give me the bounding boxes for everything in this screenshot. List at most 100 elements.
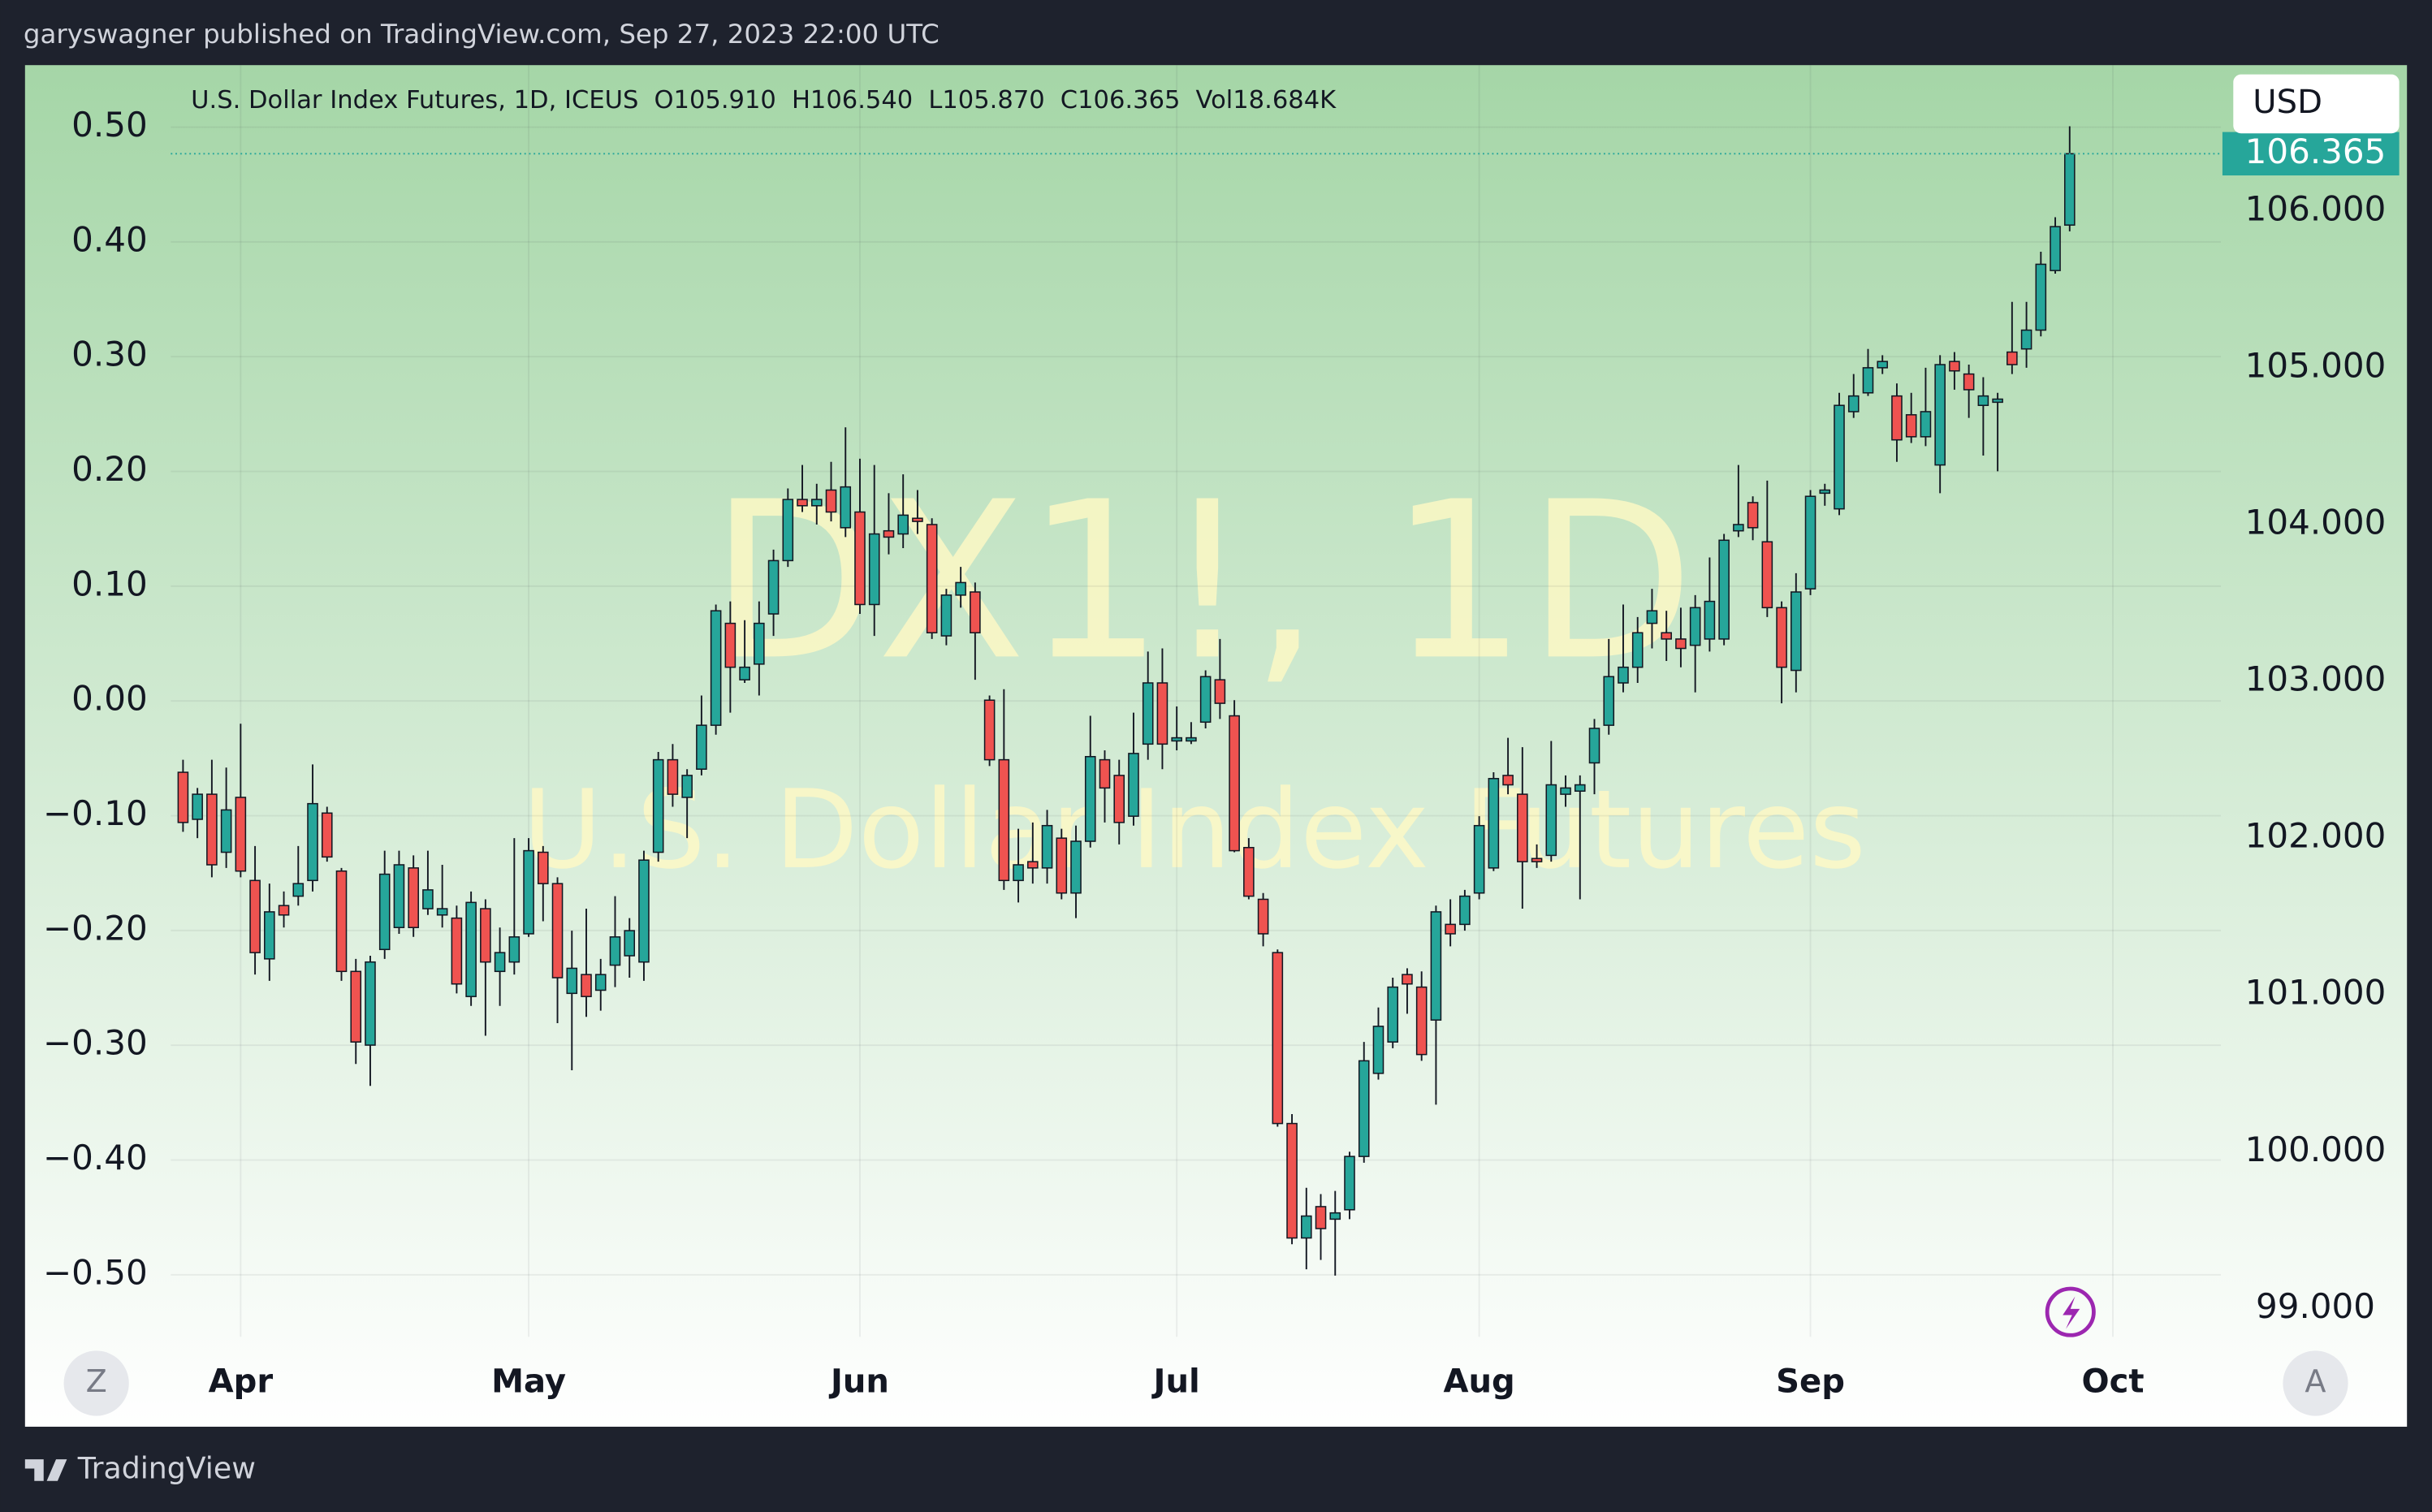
candle-body xyxy=(1718,539,1730,640)
y-tick-label: 100.000 xyxy=(2245,1130,2387,1169)
candle-body xyxy=(754,622,765,665)
candle-body xyxy=(1834,404,1845,510)
candle-body xyxy=(1142,682,1154,745)
candle-body xyxy=(1560,787,1571,795)
candle-body xyxy=(609,936,621,966)
candle-body xyxy=(566,967,578,995)
candle-body xyxy=(523,849,534,935)
candle-body xyxy=(1905,414,1917,438)
grid xyxy=(171,65,2222,1337)
candle-body xyxy=(551,883,564,978)
candle-body xyxy=(1761,541,1773,609)
candle-body xyxy=(940,594,952,637)
y-tick-label: 102.000 xyxy=(2245,816,2387,856)
candle-body xyxy=(2050,226,2061,271)
candle-body xyxy=(1631,632,1644,668)
candle-body xyxy=(206,793,218,866)
candle-body xyxy=(1704,600,1716,640)
candle-body xyxy=(782,499,794,562)
candle-body xyxy=(1272,952,1284,1125)
candle-body xyxy=(508,936,521,963)
x-tick-label: Oct xyxy=(2081,1363,2144,1400)
candle-body xyxy=(436,908,448,916)
candle-body xyxy=(1387,986,1399,1043)
candle-body xyxy=(1517,793,1528,862)
candle-body xyxy=(307,802,318,882)
ohlc-volume: Vol18.684K xyxy=(1196,86,1337,114)
candle-body xyxy=(1257,898,1269,935)
x-tick-label: Aug xyxy=(1443,1363,1514,1400)
candle-body xyxy=(292,883,305,897)
candle-body xyxy=(983,699,996,761)
y-tick-label: 99.000 xyxy=(2256,1286,2375,1326)
candle-body xyxy=(1588,728,1600,764)
candle-body xyxy=(1229,715,1240,852)
ohlc-open: O105.910 xyxy=(654,86,775,114)
replay-icon[interactable] xyxy=(2045,1286,2096,1337)
candle-body xyxy=(1199,676,1212,724)
x-tick-label: Sep xyxy=(1776,1363,1845,1400)
candle-body xyxy=(1430,911,1442,1021)
y2-tick-label: −0.10 xyxy=(43,793,148,833)
candle-body xyxy=(1099,758,1111,789)
published-note: garyswagner published on TradingView.com… xyxy=(24,19,940,50)
y2-tick-label: 0.30 xyxy=(71,335,148,374)
currency-label[interactable]: USD xyxy=(2253,84,2322,121)
candle-body xyxy=(1877,361,1889,369)
y-tick-label: 105.000 xyxy=(2245,345,2387,385)
candle-body xyxy=(825,489,837,513)
candle-body xyxy=(451,917,463,985)
candle-body xyxy=(365,961,376,1046)
candle-body xyxy=(854,511,866,606)
candle-body xyxy=(840,486,852,529)
candle-body xyxy=(1661,632,1672,640)
candle-body xyxy=(897,514,909,535)
auto-button[interactable] xyxy=(2283,1350,2348,1416)
candle-body xyxy=(767,559,780,615)
y2-tick-label: −0.30 xyxy=(43,1023,148,1063)
candle-body xyxy=(624,930,636,957)
candle-body xyxy=(652,758,664,853)
icon-ring[interactable] xyxy=(2045,1286,2096,1337)
auto-label[interactable]: A xyxy=(2305,1364,2326,1400)
candle-body xyxy=(2063,153,2076,226)
x-tick-label: Jul xyxy=(1151,1363,1200,1400)
candle-body xyxy=(1977,395,1989,406)
brand-logo xyxy=(24,1459,67,1481)
y2-tick-label: 0.50 xyxy=(71,105,148,145)
last-price-tag xyxy=(2222,132,2400,176)
zoom-label[interactable]: Z xyxy=(86,1364,107,1400)
candle-body xyxy=(955,581,966,596)
candle-body xyxy=(1646,610,1658,624)
chart-title: U.S. Dollar Index Futures, 1D, ICEUS xyxy=(191,86,638,114)
candle-body xyxy=(1113,775,1125,823)
zoom-button[interactable] xyxy=(63,1350,129,1416)
watermark-description: U.S. Dollar Index Futures xyxy=(523,767,1866,893)
y2-tick-label: 0.00 xyxy=(71,679,148,719)
candle-body xyxy=(1473,824,1485,894)
candle-body xyxy=(1286,1122,1298,1239)
candle-body xyxy=(408,867,419,928)
candle-body xyxy=(538,851,549,884)
candle-body xyxy=(1372,1026,1384,1074)
candle-body xyxy=(1415,986,1428,1056)
candle-body xyxy=(350,970,362,1043)
candle-body xyxy=(249,879,261,953)
currency-button[interactable] xyxy=(2233,74,2400,134)
candle-body xyxy=(235,797,247,872)
candle-body xyxy=(1747,502,1759,529)
y2-tick-label: −0.50 xyxy=(43,1252,148,1292)
candle-body xyxy=(1027,861,1039,869)
candle-body xyxy=(1934,364,1946,466)
icon-bolt[interactable] xyxy=(2063,1296,2080,1329)
candle-body xyxy=(1791,591,1802,672)
candle-body xyxy=(1488,778,1500,869)
candle-body xyxy=(1171,737,1182,742)
candle-body xyxy=(1675,638,1687,650)
candle-body xyxy=(1013,864,1024,882)
axes: 0.50 0.40 0.30 0.20 0.10 0.00 −0.10 −0.20 −0.30 −… xyxy=(43,105,2400,1400)
candle-body xyxy=(1243,846,1255,897)
candle-body xyxy=(810,499,823,507)
candle-body xyxy=(912,517,923,522)
